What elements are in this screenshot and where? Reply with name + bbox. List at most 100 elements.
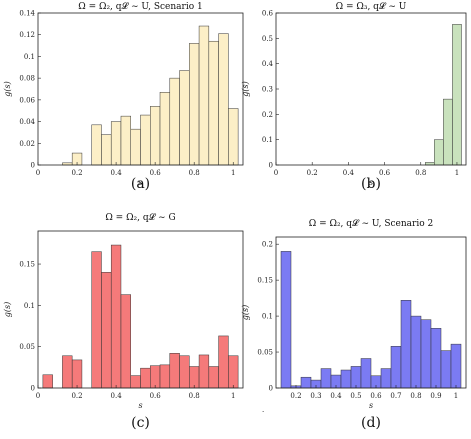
x-tick-label: 0.6 [370,392,382,400]
histogram-bar [218,33,229,166]
x-tick-label: 0.2 [71,169,82,177]
histogram-bar [91,124,102,166]
y-tick-label: 0.05 [19,343,35,351]
x-tick-label: 0.2 [71,392,82,400]
y-tick-label: 0.3 [262,86,273,94]
y-tick-label: 0.15 [257,277,273,285]
panel-title: Ω = Ω₂, q𝓛 ∼ U, Scenario 1 [78,1,202,12]
panel-title: Ω = Ω₂, q𝓛 ∼ U, Scenario 2 [309,218,433,229]
x-tick-label: 0.4 [330,392,342,400]
y-tick-label: 0.4 [262,60,274,68]
histogram-bar [62,355,73,389]
y-tick-label: 0.2 [262,111,273,119]
y-tick-label: 0.2 [262,241,273,249]
histogram-bar [179,70,190,166]
histogram-bar [228,108,239,166]
y-tick-label: 0.1 [24,302,35,310]
x-tick-label: 0.3 [310,392,321,400]
histogram-bar [208,366,219,389]
histogram-bar [360,358,372,389]
x-tick-label: 1 [231,392,235,400]
histogram-bar [208,40,219,166]
x-tick-label: 0.4 [111,169,123,177]
x-tick-label: 1 [454,392,458,400]
panel-caption: (c) [131,415,150,431]
panel-d: 0.2 0.3 0.4 0.5 0.6 0.7 0.8 0.9 1 0 0.05 0.1 0.15 0.2… [241,218,467,431]
x-tick-label: 0.6 [150,392,162,400]
panel-title: Ω = Ω₃, q𝓛 ∼ U [336,1,407,12]
histogram-bar [101,134,112,166]
histogram-bar [280,251,292,389]
y-tick-label: 0.05 [257,349,273,357]
y-tick-label: 0.5 [262,35,273,43]
y-tick-label: 0.15 [19,261,35,269]
y-tick-label: 0.12 [19,31,35,39]
histogram-bar [350,366,362,389]
x-tick-label: 0.2 [307,169,318,177]
panel-caption: (d) [361,415,381,431]
plot-frame [275,236,467,389]
x-tick-label: 0.8 [410,392,421,400]
y-axis-label: g(s) [3,81,12,96]
histogram-bar [340,369,352,389]
x-tick-label: 0.4 [343,169,355,177]
y-tick-label: 0.02 [19,140,35,148]
y-tick-label: 0.6 [262,10,274,18]
panel-c: 0 0.2 0.4 0.6 0.8 1 0 0.05 0.1 0.15 s g(s) Ω = Ω₂, q… [3,212,244,431]
x-tick-label: 0.6 [150,169,162,177]
x-tick-label: 0 [36,392,40,400]
x-tick-label: 0.6 [379,169,391,177]
histogram-bar [159,92,171,166]
y-axis-label: g(s) [241,81,250,96]
x-tick-label: 0.7 [390,392,401,400]
histogram-bar [390,346,402,389]
histogram-bar [452,24,462,166]
histogram-bar [410,315,422,389]
x-axis-label: s [369,401,373,410]
y-tick-label: 0.14 [19,10,35,18]
histogram-bar [169,77,180,166]
histogram-bar [150,106,161,166]
y-tick-label: 0.04 [19,118,35,126]
x-axis-label: s [138,178,142,187]
histogram-bar [130,375,141,389]
histogram-bar [42,374,53,389]
x-tick-label: 0.8 [189,392,200,400]
histogram-bar [300,376,312,389]
histogram-bar [189,43,200,166]
histogram-bar [198,25,210,166]
histogram-bar [140,367,151,389]
histogram-bar [320,368,332,389]
histogram-bar [434,139,444,166]
panel-a: 0 0.2 0.4 0.6 0.8 1 0 0.02 0.04 0.06 0.08 0.1 0.12 0.… [3,1,244,192]
histogram-bar [71,359,83,389]
histogram-bar [159,364,171,389]
x-tick-label: 0 [36,169,40,177]
x-tick-label: 0.8 [189,169,200,177]
histogram-bar [120,115,131,166]
histogram-bar [140,114,151,166]
x-tick-label: 1 [231,169,235,177]
histogram-bar [228,355,239,389]
x-tick-label: 0.9 [430,392,441,400]
y-axis-label: g(s) [241,305,250,320]
histogram-bar [198,354,210,389]
stray-dot: . [262,406,264,414]
panel-title: Ω = Ω₂, q𝓛 ∼ G [105,212,175,223]
y-tick-label: 0.1 [24,53,35,61]
histogram-bar [179,355,190,389]
histogram-bar [443,98,453,166]
y-tick-label: 0.06 [19,96,35,104]
x-tick-label: 0 [274,169,278,177]
x-tick-label: 1 [455,169,459,177]
x-tick-label: 0.5 [350,392,361,400]
histogram-bar [101,272,112,389]
histogram-bar [120,294,131,389]
histogram-bar [110,244,122,389]
histogram-bar [110,121,122,166]
histogram-bar [91,251,102,389]
y-tick-label: 0.1 [262,136,273,144]
y-tick-label: 0 [269,385,273,393]
histogram-bar [130,128,141,166]
